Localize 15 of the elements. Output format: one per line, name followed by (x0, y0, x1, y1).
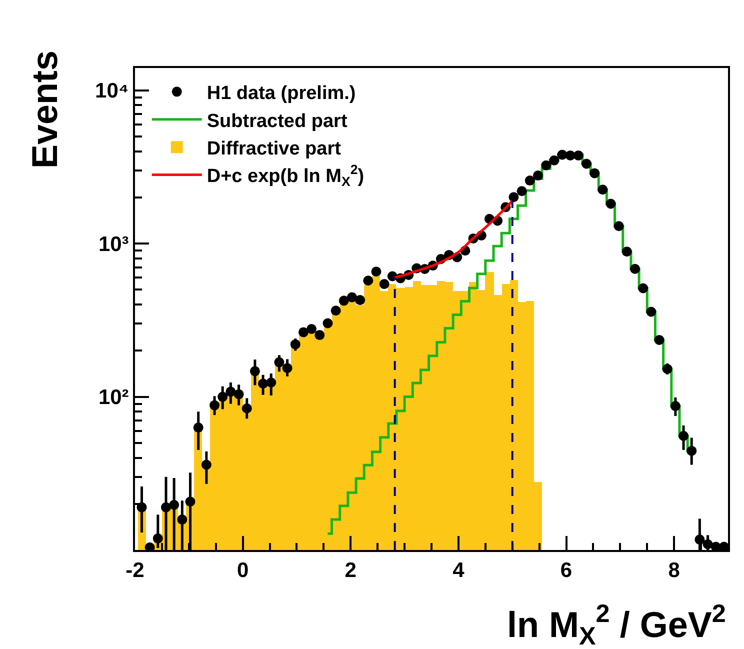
x-tick-label: 0 (236, 559, 249, 582)
x-tick-label: 6 (560, 559, 572, 582)
y-tick-label: 10⁴ (95, 80, 129, 103)
x-tick-label: 8 (668, 559, 680, 582)
y-tick-label: 10³ (98, 232, 129, 256)
legend-label: D+c exp(b ln M$_{X}$$^{2}$) (206, 162, 364, 190)
legend-label: Subtracted part (206, 110, 348, 132)
x-tick-label: -2 (126, 559, 144, 582)
x-tick-label: 4 (452, 559, 465, 582)
x-axis-title: ln M$_{X}$$^{2}$ / GeV$^{2}$ (507, 600, 726, 649)
x-tick-label: 2 (344, 559, 356, 582)
legend-label: H1 data (prelim.) (206, 83, 356, 104)
y-tick-label: 10² (98, 386, 129, 410)
legend-label: Diffractive part (206, 138, 342, 160)
y-axis-title: Events (24, 50, 66, 169)
